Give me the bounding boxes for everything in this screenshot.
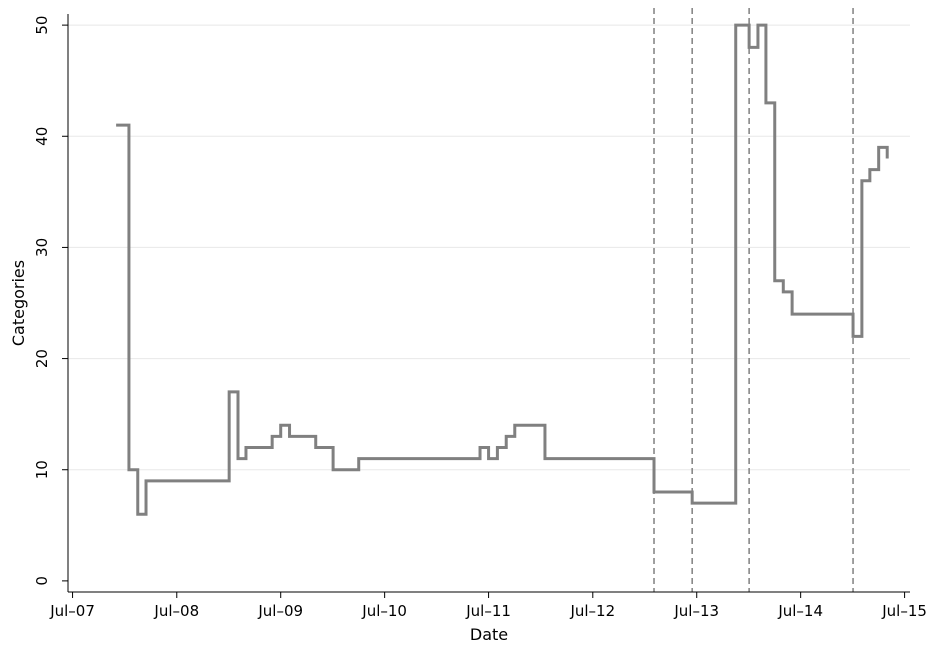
- x-axis-title: Date: [470, 625, 508, 644]
- x-tick-label: Jul–10: [361, 602, 407, 620]
- y-tick-label: 30: [33, 238, 51, 257]
- y-tick-label: 20: [33, 349, 51, 368]
- x-tick-label: Jul–08: [153, 602, 199, 620]
- gridlines: [68, 24, 910, 471]
- x-tick-label: Jul–09: [257, 602, 303, 620]
- x-tick-label: Jul–15: [881, 602, 927, 620]
- y-tick-label: 10: [33, 460, 51, 479]
- axes: [67, 14, 910, 593]
- x-tick-label: Jul–07: [49, 602, 95, 620]
- x-tick-label: Jul–11: [465, 602, 511, 620]
- y-axis-title: Categories: [9, 260, 28, 346]
- series-line-0: [116, 23, 889, 516]
- x-tick-label: Jul–14: [777, 602, 823, 620]
- vertical-reference-lines: [653, 8, 854, 592]
- x-tick-label: Jul–12: [569, 602, 615, 620]
- x-tick-label: Jul–13: [673, 602, 719, 620]
- axis-ticks: 0 10 20 30 40 50 Jul–07 Jul–08 Jul–09 Jul–10 Jul–1…: [33, 16, 927, 620]
- series-layer: [116, 23, 889, 516]
- y-tick-label: 0: [33, 576, 51, 586]
- y-tick-label: 40: [33, 127, 51, 146]
- y-tick-label: 50: [33, 16, 51, 35]
